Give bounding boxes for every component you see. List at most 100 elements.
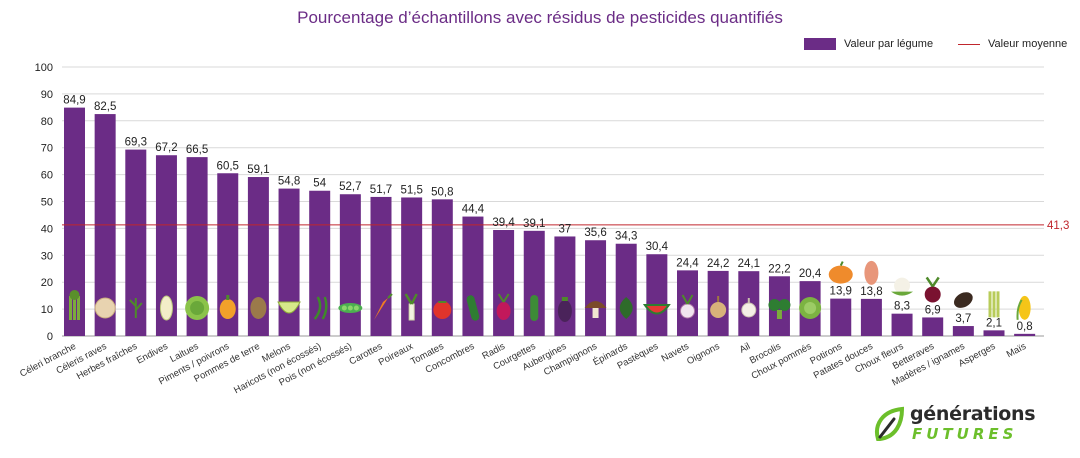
celeriac-icon: [94, 297, 116, 319]
chart-title: Pourcentage d’échantillons avec résidus …: [297, 8, 783, 27]
y-tick-label: 60: [41, 170, 53, 182]
logo-name: générations: [910, 403, 1036, 425]
y-tick-label: 80: [41, 116, 53, 128]
data-label: 37: [559, 223, 572, 235]
bar: [1014, 333, 1036, 336]
potato-icon: [250, 297, 267, 319]
bar: [891, 313, 913, 336]
legend-line-label: Valeur moyenne: [988, 38, 1068, 50]
bar: [462, 216, 484, 336]
broccoli-icon: [768, 299, 791, 319]
data-label: 0,8: [1017, 321, 1033, 333]
bar: [125, 149, 147, 336]
data-label: 24,2: [707, 258, 729, 270]
bar: [155, 155, 177, 336]
y-tick-label: 30: [41, 250, 53, 262]
data-label: 60,5: [217, 160, 239, 172]
category-label: Ail: [738, 341, 752, 356]
y-tick-label: 90: [41, 89, 53, 101]
y-tick-label: 0: [47, 331, 53, 343]
data-label: 59,1: [247, 164, 269, 176]
eggplant-icon: [557, 297, 572, 322]
bar: [278, 188, 300, 336]
sweet-potato-icon: [864, 260, 879, 285]
bar: [339, 194, 361, 336]
asparagus-icon: [988, 291, 1000, 318]
data-label: 8,3: [894, 301, 910, 313]
pea-pod-icon: [338, 303, 363, 313]
category-label: Oignons: [685, 341, 722, 367]
data-label: 13,9: [830, 286, 852, 298]
bar: [493, 230, 515, 336]
data-label: 69,3: [125, 137, 147, 149]
data-label: 35,6: [584, 227, 606, 239]
legend-bar-entry: Valeur par légume: [804, 38, 933, 50]
beetroot-icon: [924, 276, 941, 303]
carrot-icon: [374, 293, 393, 320]
data-label: 44,4: [462, 204, 485, 216]
bar: [983, 330, 1005, 336]
herbs-icon: [129, 298, 143, 318]
bar: [309, 190, 331, 336]
data-label: 84,9: [63, 95, 85, 107]
logo-subtitle: FUTURES: [912, 425, 1018, 443]
tomato-icon: [433, 301, 452, 319]
data-label: 2,1: [986, 317, 1002, 329]
generations-futures-logo: générations FUTURES: [872, 403, 1042, 447]
data-label: 39,1: [523, 218, 545, 230]
data-label: 51,7: [370, 184, 392, 196]
onion-icon: [710, 296, 727, 318]
legend-bar-label: Valeur par légume: [844, 38, 934, 50]
corn-icon: [1016, 295, 1031, 320]
radish-icon: [496, 293, 511, 320]
bar: [401, 197, 423, 336]
category-label: Poireaux: [377, 341, 415, 368]
melon-icon: [277, 301, 301, 314]
y-tick-label: 10: [41, 304, 53, 316]
data-label: 50,8: [431, 186, 453, 198]
bar: [247, 177, 269, 336]
pumpkin-icon: [828, 261, 853, 284]
data-label: 51,5: [400, 184, 422, 196]
data-label: 52,7: [339, 181, 361, 193]
mean-value-label: 41,3: [1047, 220, 1069, 232]
bar: [615, 243, 637, 336]
green-bean-icon: [313, 296, 328, 320]
mushroom-icon: [584, 301, 607, 318]
data-label: 30,4: [646, 241, 669, 253]
data-label: 54,8: [278, 176, 300, 188]
bar: [922, 317, 944, 336]
garlic-icon: [741, 298, 757, 318]
legend-line-entry: Valeur moyenne: [958, 38, 1067, 50]
bar: [646, 254, 668, 336]
y-tick-label: 40: [41, 223, 53, 235]
data-label: 54: [313, 178, 326, 190]
endive-icon: [159, 295, 173, 321]
data-label: 67,2: [155, 142, 177, 154]
data-label: 34,3: [615, 231, 637, 243]
bar: [64, 107, 85, 336]
celery-icon: [69, 290, 80, 320]
zucchini-icon: [530, 295, 539, 321]
category-label: Maïs: [1005, 341, 1029, 360]
bar: [860, 298, 882, 336]
turnip-icon: [680, 294, 695, 319]
legend-bar-swatch: [804, 38, 836, 50]
lettuce-icon: [185, 296, 210, 320]
y-tick-label: 70: [41, 143, 53, 155]
watermelon-icon: [642, 304, 671, 315]
yam-icon: [954, 292, 973, 308]
data-label: 3,7: [955, 313, 971, 325]
data-label: 24,4: [676, 257, 699, 269]
bar: [217, 173, 239, 336]
leaf-logo-icon: [875, 406, 905, 441]
cucumber-icon: [466, 295, 480, 321]
data-label: 82,5: [94, 101, 116, 113]
data-label: 20,4: [799, 268, 822, 280]
bar: [431, 199, 453, 336]
bar: [585, 240, 607, 336]
bar: [952, 326, 974, 336]
legend-line-swatch: [958, 43, 980, 45]
category-label: Endives: [135, 341, 170, 367]
